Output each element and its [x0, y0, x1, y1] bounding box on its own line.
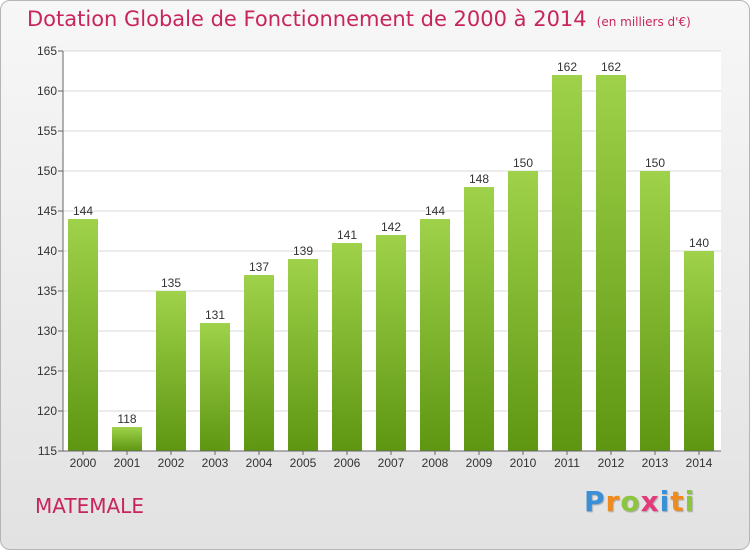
bar-2000 — [68, 219, 98, 451]
bar-2014 — [684, 251, 714, 451]
bar-2009 — [464, 187, 494, 451]
x-tick-label: 2014 — [686, 456, 713, 470]
x-tick-label: 2010 — [510, 456, 537, 470]
logo-letter: t — [670, 485, 685, 518]
logo-letter: i — [684, 485, 696, 518]
y-tick-label: 140 — [37, 244, 57, 258]
x-tick-label: 2003 — [202, 456, 229, 470]
x-tick-label: 2007 — [378, 456, 405, 470]
y-tick-label: 120 — [37, 404, 57, 418]
bar-2011 — [552, 75, 582, 451]
x-tick-label: 2001 — [114, 456, 141, 470]
logo-letter: o — [620, 485, 641, 518]
bar-value-label: 162 — [601, 60, 621, 74]
y-tick-label: 135 — [37, 284, 57, 298]
commune-name: MATEMALE — [35, 494, 144, 518]
bar-value-label: 141 — [337, 228, 357, 242]
bar-value-label: 137 — [249, 260, 269, 274]
bar-2003 — [200, 323, 230, 451]
chart-subtitle: (en milliers d'€) — [596, 15, 691, 29]
bar-2007 — [376, 235, 406, 451]
x-tick-label: 2013 — [642, 456, 669, 470]
x-tick-label: 2004 — [246, 456, 273, 470]
y-tick-label: 130 — [37, 324, 57, 338]
bar-2008 — [420, 219, 450, 451]
x-tick-label: 2009 — [466, 456, 493, 470]
y-tick-label: 145 — [37, 204, 57, 218]
logo-letter: x — [640, 485, 660, 518]
bar-value-label: 150 — [513, 156, 533, 170]
y-tick-label: 150 — [37, 164, 57, 178]
bar-value-label: 118 — [117, 412, 136, 426]
bar-value-label: 162 — [557, 60, 577, 74]
bar-2012 — [596, 75, 626, 451]
proxiti-logo[interactable]: Proxiti — [584, 485, 695, 518]
bar-value-label: 150 — [645, 156, 665, 170]
bar-value-label: 135 — [161, 276, 181, 290]
bar-2010 — [508, 171, 538, 451]
x-tick-label: 2002 — [158, 456, 185, 470]
bar-2005 — [288, 259, 318, 451]
bar-2001 — [112, 427, 142, 451]
chart-title-text: Dotation Globale de Fonctionnement de 20… — [27, 7, 587, 31]
x-tick-label: 2011 — [554, 456, 580, 470]
bar-2002 — [156, 291, 186, 451]
bar-2004 — [244, 275, 274, 451]
y-tick-label: 160 — [37, 84, 57, 98]
x-tick-label: 2008 — [422, 456, 449, 470]
logo-letter: i — [659, 485, 671, 518]
bar-value-label: 139 — [293, 244, 313, 258]
y-tick-label: 155 — [37, 124, 57, 138]
logo-letter: P — [584, 485, 606, 518]
x-tick-label: 2000 — [70, 456, 97, 470]
bar-2013 — [640, 171, 670, 451]
bar-value-label: 144 — [425, 204, 445, 218]
y-tick-label: 115 — [38, 444, 57, 458]
bar-value-label: 131 — [205, 308, 225, 322]
x-tick-label: 2006 — [334, 456, 361, 470]
y-tick-label: 165 — [37, 44, 57, 58]
x-tick-label: 2012 — [598, 456, 625, 470]
bar-value-label: 142 — [381, 220, 401, 234]
x-tick-label: 2005 — [290, 456, 317, 470]
chart-title: Dotation Globale de Fonctionnement de 20… — [27, 7, 691, 31]
bar-value-label: 140 — [689, 236, 709, 250]
y-tick-label: 125 — [37, 364, 57, 378]
logo-letter: r — [605, 485, 621, 518]
bar-value-label: 148 — [469, 172, 489, 186]
bar-value-label: 144 — [73, 204, 93, 218]
bar-2006 — [332, 243, 362, 451]
